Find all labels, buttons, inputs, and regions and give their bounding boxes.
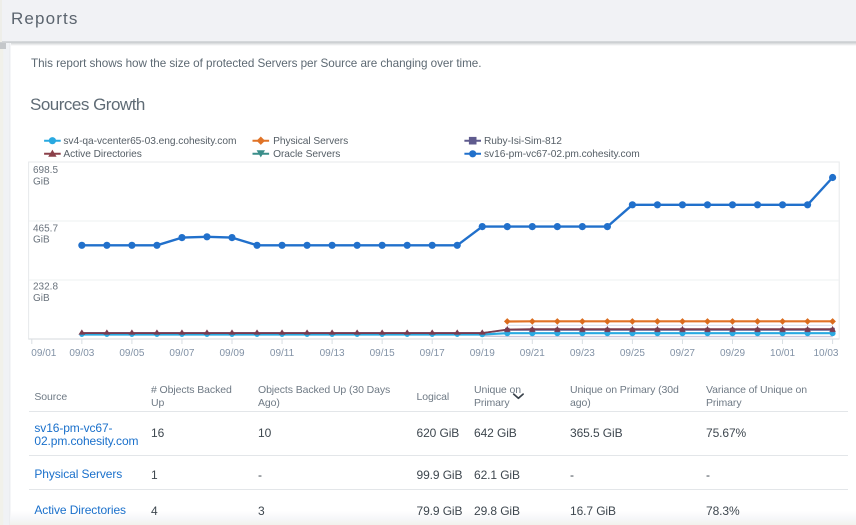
svg-text:10/03: 10/03: [813, 348, 838, 359]
svg-text:10/01: 10/01: [770, 348, 795, 359]
svg-text:GiB: GiB: [33, 235, 50, 246]
svg-text:465.7: 465.7: [33, 223, 58, 234]
svg-text:09/09: 09/09: [219, 348, 244, 359]
svg-text:09/21: 09/21: [520, 348, 545, 359]
svg-text:09/11: 09/11: [270, 348, 295, 359]
svg-text:09/19: 09/19: [470, 348, 495, 359]
svg-text:09/05: 09/05: [119, 348, 144, 359]
svg-text:09/15: 09/15: [370, 348, 395, 359]
svg-text:GiB: GiB: [33, 176, 50, 187]
svg-text:09/23: 09/23: [570, 348, 595, 359]
svg-text:09/07: 09/07: [169, 348, 194, 359]
svg-text:09/03: 09/03: [69, 348, 94, 359]
svg-text:232.8: 232.8: [33, 282, 58, 293]
svg-text:09/27: 09/27: [670, 348, 695, 359]
svg-text:09/17: 09/17: [420, 348, 445, 359]
svg-text:09/13: 09/13: [320, 348, 345, 359]
svg-text:GiB: GiB: [33, 293, 50, 304]
svg-text:09/01: 09/01: [31, 348, 56, 359]
svg-text:698.5: 698.5: [33, 165, 58, 176]
svg-text:09/25: 09/25: [620, 348, 645, 359]
svg-text:09/29: 09/29: [720, 348, 745, 359]
